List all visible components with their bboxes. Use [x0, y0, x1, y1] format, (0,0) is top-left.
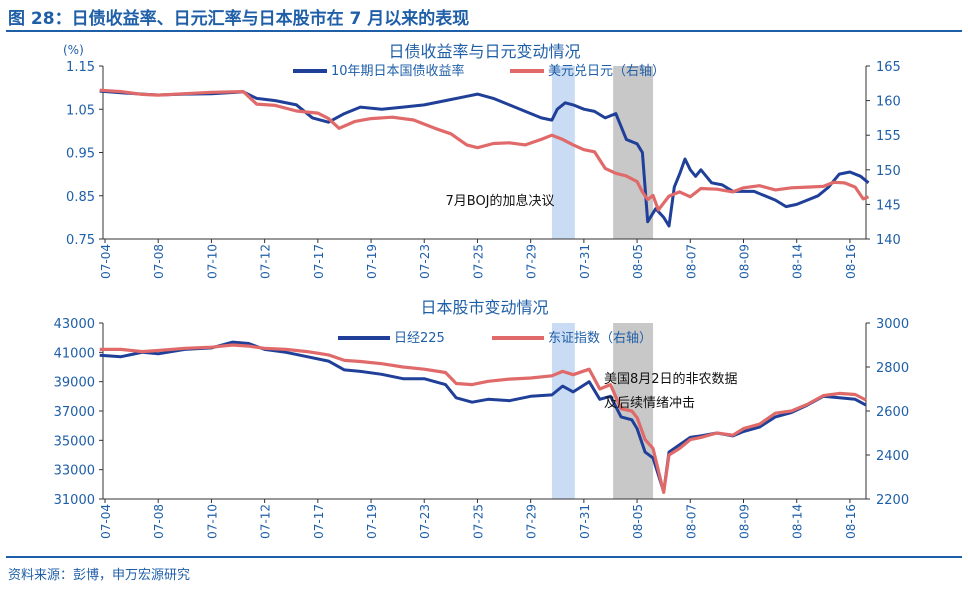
x-tick-label: 07-31 [578, 504, 592, 539]
x-tick-label: 07-31 [578, 244, 592, 279]
x-tick-label: 07-23 [418, 244, 432, 279]
x-tick-label: 07-25 [471, 244, 485, 279]
x-tick-label: 07-08 [152, 244, 166, 279]
x-tick-label: 07-08 [152, 504, 166, 539]
chart-2: 43000 41000 39000 37000 35000 33000 31000 3000 2… [54, 298, 909, 539]
y-right-tick-label: 165 [876, 60, 901, 75]
series-line-1 [99, 340, 867, 494]
x-tick-label: 07-12 [259, 244, 273, 279]
y-right-tick-label: 2600 [876, 405, 909, 420]
x-tick-label: 08-16 [844, 504, 858, 539]
x-tick-label: 07-17 [312, 244, 326, 279]
chart-1: 1.15 1.05 0.95 0.85 0.75 165 160 155 150 145 140 07… [63, 42, 901, 279]
y-left-tick-label: 0.75 [66, 233, 95, 248]
x-tick-label: 08-05 [631, 244, 645, 279]
y-right-tick-label: 2200 [876, 493, 909, 508]
y-right-tick-label: 155 [876, 129, 901, 144]
y-left-tick-label: 1.05 [66, 103, 95, 118]
shaded-span-1 [551, 66, 575, 239]
chart-title: 日债收益率与日元变动情况 [388, 42, 580, 61]
y-left-tick-label: 31000 [54, 493, 95, 508]
y-right-tick-label: 2800 [876, 361, 909, 376]
x-tick-label: 07-25 [471, 504, 485, 539]
x-tick-label: 07-29 [525, 244, 539, 279]
legend-label: 10年期日本国债收益率 [331, 63, 465, 79]
series-line-2 [99, 343, 867, 494]
y-right-tick-label: 140 [876, 233, 901, 248]
x-tick-label: 07-19 [365, 244, 379, 279]
x-tick-label: 08-07 [684, 244, 698, 279]
series-line-2 [99, 88, 870, 212]
title-rule [6, 30, 962, 32]
shaded-span-1 [551, 323, 575, 499]
chart-title: 日本股市变动情况 [420, 298, 548, 317]
y-left-tick-label: 33000 [54, 464, 95, 479]
y-right-tick-label: 2400 [876, 449, 909, 464]
y-left-tick-label: 37000 [54, 405, 95, 420]
x-tick-label: 07-04 [99, 504, 113, 539]
y-left-tick-label: 43000 [54, 317, 95, 332]
y-left-unit: (%) [63, 43, 84, 57]
y-left-tick-label: 39000 [54, 376, 95, 391]
y-left-tick-label: 0.85 [66, 190, 95, 205]
x-tick-label: 08-14 [791, 504, 805, 539]
x-tick-label: 08-07 [684, 504, 698, 539]
source-note: 资料来源：彭博，申万宏源研究 [8, 568, 191, 583]
y-left-tick-label: 41000 [54, 346, 95, 361]
x-tick-label: 07-12 [259, 504, 273, 539]
y-right-tick-label: 145 [876, 198, 901, 213]
x-tick-label: 07-17 [312, 504, 326, 539]
x-tick-label: 08-09 [737, 504, 751, 539]
x-tick-label: 08-16 [844, 244, 858, 279]
annotation-text: 7月BOJ的加息决议 [445, 193, 554, 209]
x-tick-label: 07-10 [205, 244, 219, 279]
legend-label: 东证指数（右轴） [548, 331, 652, 346]
series-line-1 [99, 89, 870, 228]
annotation-line: 美国8月2日的非农数据 [604, 371, 738, 387]
x-tick-label: 07-19 [365, 504, 379, 539]
y-right-tick-label: 150 [876, 164, 901, 179]
x-tick-label: 08-14 [791, 244, 805, 279]
x-tick-label: 07-29 [525, 504, 539, 539]
legend-label: 日经225 [394, 331, 445, 346]
x-tick-label: 07-10 [205, 504, 219, 539]
annotation-line: 及后续情绪冲击 [604, 396, 695, 411]
figure-title: 图 28：日债收益率、日元汇率与日本股市在 7 月以来的表现 [8, 9, 470, 29]
x-tick-label: 08-09 [737, 244, 751, 279]
legend-label: 美元兑日元（右轴） [548, 64, 665, 79]
y-left-tick-label: 0.95 [66, 147, 95, 162]
footer-rule [6, 556, 962, 558]
x-tick-label: 07-04 [99, 244, 113, 279]
y-left-tick-label: 35000 [54, 434, 95, 449]
y-right-tick-label: 160 [876, 95, 901, 110]
y-left-tick-label: 1.15 [66, 60, 95, 75]
x-tick-label: 08-05 [631, 504, 645, 539]
x-tick-label: 07-23 [418, 504, 432, 539]
y-right-tick-label: 3000 [876, 317, 909, 332]
